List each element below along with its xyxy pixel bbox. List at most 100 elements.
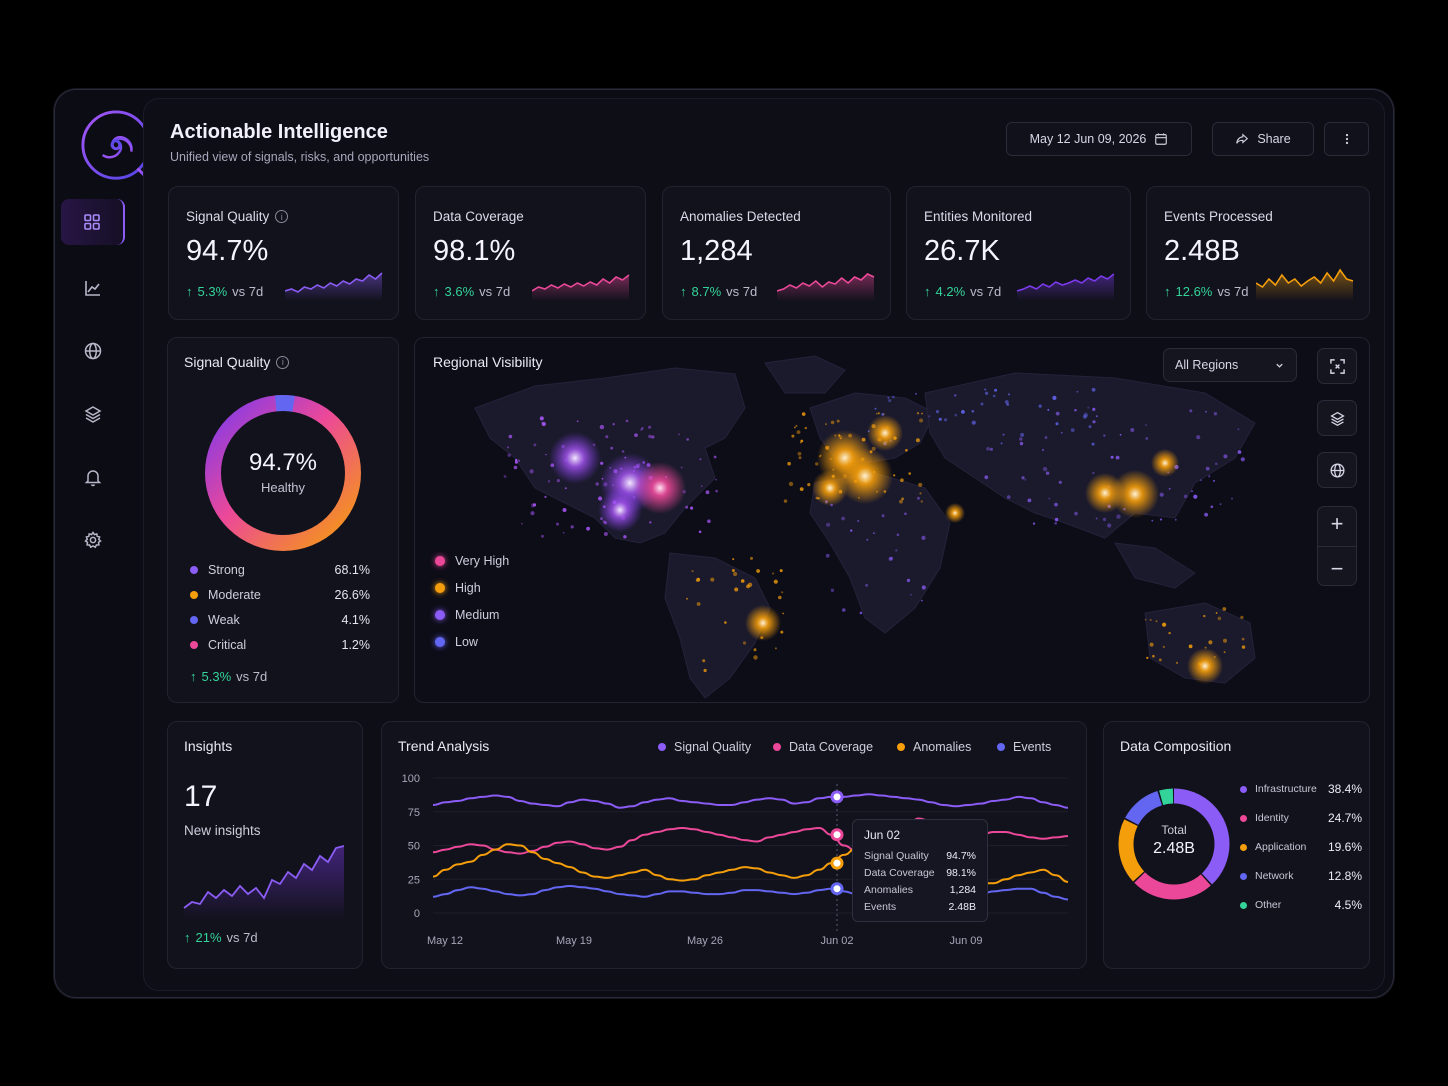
share-label: Share xyxy=(1257,132,1291,146)
delta-period: vs 7d xyxy=(226,930,258,945)
legend-label: Medium xyxy=(455,608,500,622)
nav-analytics[interactable] xyxy=(61,265,125,311)
y-tick-label: 0 xyxy=(414,908,420,920)
line-chart-icon xyxy=(85,281,100,296)
legend-dot xyxy=(190,566,198,574)
nav-notifications[interactable] xyxy=(61,454,125,500)
tooltip-row: Anomalies 1,284 xyxy=(864,884,976,896)
legend-label: Events xyxy=(1013,740,1052,754)
info-icon[interactable]: i xyxy=(276,355,290,369)
legend-dot xyxy=(997,743,1005,751)
x-tick-label: Jun 09 xyxy=(949,935,982,947)
tooltip-date: Jun 02 xyxy=(864,828,901,842)
date-range-picker[interactable]: May 12 Jun 09, 2026 xyxy=(1006,122,1192,156)
kpi-sparkline xyxy=(1017,273,1115,301)
legend-dot xyxy=(1240,901,1247,909)
legend-dot xyxy=(190,616,198,624)
delta-period: vs 7d xyxy=(1217,284,1249,299)
x-tick-label: May 19 xyxy=(556,935,592,947)
zoom-controls: + − xyxy=(1317,506,1357,586)
tooltip-value: 94.7% xyxy=(946,850,976,862)
layers-icon xyxy=(1329,411,1345,426)
nav-settings[interactable] xyxy=(61,517,125,563)
tooltip-label: Data Coverage xyxy=(864,867,935,879)
map-legend-item: Low xyxy=(435,635,478,649)
legend-label: Identity xyxy=(1255,812,1289,824)
kpi-label-text: Entities Monitored xyxy=(924,209,1033,224)
legend-dot xyxy=(190,641,198,649)
kpi-label-text: Anomalies Detected xyxy=(680,209,801,224)
legend-dot xyxy=(1240,785,1247,793)
kpi-card[interactable]: Data Coverage 98.1% ↑ 3.6% vs 7d xyxy=(415,186,646,320)
zoom-in-button[interactable]: + xyxy=(1330,510,1344,536)
delta-value: 3.6% xyxy=(444,284,475,299)
delta-value: 5.3% xyxy=(197,284,228,299)
legend-dot xyxy=(1240,814,1247,822)
more-vertical-icon xyxy=(1345,133,1348,145)
legend-dot xyxy=(435,610,445,620)
signal-quality-legend-item: Strong 68.1% xyxy=(190,563,370,577)
info-icon[interactable]: i xyxy=(275,210,289,223)
signal-quality-legend-item: Weak 4.1% xyxy=(190,613,370,627)
kpi-sparkline xyxy=(532,274,630,301)
zoom-out-button[interactable]: − xyxy=(1330,555,1344,581)
share-button[interactable]: Share xyxy=(1212,122,1314,156)
composition-segment xyxy=(1118,788,1230,900)
legend-value: 24.7% xyxy=(1327,811,1362,825)
delta-period: vs 7d xyxy=(232,284,264,299)
legend-value: 4.1% xyxy=(341,613,371,627)
map-globe-button[interactable] xyxy=(1317,452,1357,488)
legend-label: Very High xyxy=(455,554,510,568)
nav-layers[interactable] xyxy=(61,391,125,437)
tooltip-label: Events xyxy=(864,901,897,913)
composition-donut: Total 2.48B xyxy=(1118,788,1230,900)
map-layers-button[interactable] xyxy=(1317,400,1357,436)
tooltip-value: 1,284 xyxy=(949,884,976,896)
legend-label: Application xyxy=(1255,841,1307,853)
kpi-label: Anomalies Detected xyxy=(680,209,801,224)
up-arrow-icon: ↑ xyxy=(1164,284,1171,299)
globe-icon xyxy=(84,342,102,360)
insights-label: New insights xyxy=(184,823,261,838)
kpi-card[interactable]: Signal Quality i 94.7% ↑ 5.3% vs 7d xyxy=(168,186,399,320)
trend-legend-item[interactable]: Anomalies xyxy=(897,740,971,754)
kpi-delta: ↑ 4.2% vs 7d xyxy=(924,284,1001,299)
kpi-card[interactable]: Events Processed 2.48B ↑ 12.6% vs 7d xyxy=(1146,186,1370,320)
world-map[interactable] xyxy=(415,338,1370,703)
legend-label: Critical xyxy=(208,638,247,652)
nav-dashboard[interactable] xyxy=(61,199,125,245)
kpi-card[interactable]: Anomalies Detected 1,284 ↑ 8.7% vs 7d xyxy=(662,186,891,320)
signal-quality-donut: 94.7% Healthy xyxy=(205,395,361,551)
signal-quality-card: Signal Quality i 94.7% Healthy Strong 68.… xyxy=(167,337,399,703)
trend-legend-item[interactable]: Signal Quality xyxy=(658,740,751,754)
continents xyxy=(474,355,1256,699)
hover-point xyxy=(830,828,844,842)
legend-label: Low xyxy=(455,635,478,649)
fullscreen-button[interactable] xyxy=(1317,348,1357,384)
legend-value: 19.6% xyxy=(1327,840,1362,854)
y-tick-label: 50 xyxy=(408,841,420,853)
app-window: Actionable Intelligence Unified view of … xyxy=(54,89,1394,998)
trend-legend-item[interactable]: Data Coverage xyxy=(773,740,873,754)
layers-icon xyxy=(84,406,102,423)
x-tick-label: May 12 xyxy=(427,935,463,947)
legend-value: 38.4% xyxy=(1327,782,1362,796)
trend-title: Trend Analysis xyxy=(398,738,490,754)
signal-quality-legend-item: Critical 1.2% xyxy=(190,638,370,652)
donut-segment-weak xyxy=(205,395,361,551)
composition-title: Data Composition xyxy=(1120,738,1232,754)
date-range-label: May 12 Jun 09, 2026 xyxy=(1029,132,1147,146)
data-composition-card: Data Composition Total 2.48B Infrastruct… xyxy=(1103,721,1370,969)
more-options-button[interactable] xyxy=(1324,122,1369,156)
trend-legend-item[interactable]: Events xyxy=(997,740,1051,754)
up-arrow-icon: ↑ xyxy=(433,284,440,299)
legend-value: 68.1% xyxy=(334,563,370,577)
kpi-card[interactable]: Entities Monitored 26.7K ↑ 4.2% vs 7d xyxy=(906,186,1131,320)
legend-value: 4.5% xyxy=(1334,898,1362,912)
region-filter-select[interactable]: All Regions xyxy=(1163,348,1297,382)
legend-label: High xyxy=(455,581,481,595)
composition-segment xyxy=(1118,788,1230,900)
hover-point xyxy=(830,882,844,896)
nav-globe[interactable] xyxy=(61,328,125,374)
legend-label: Anomalies xyxy=(913,740,972,754)
